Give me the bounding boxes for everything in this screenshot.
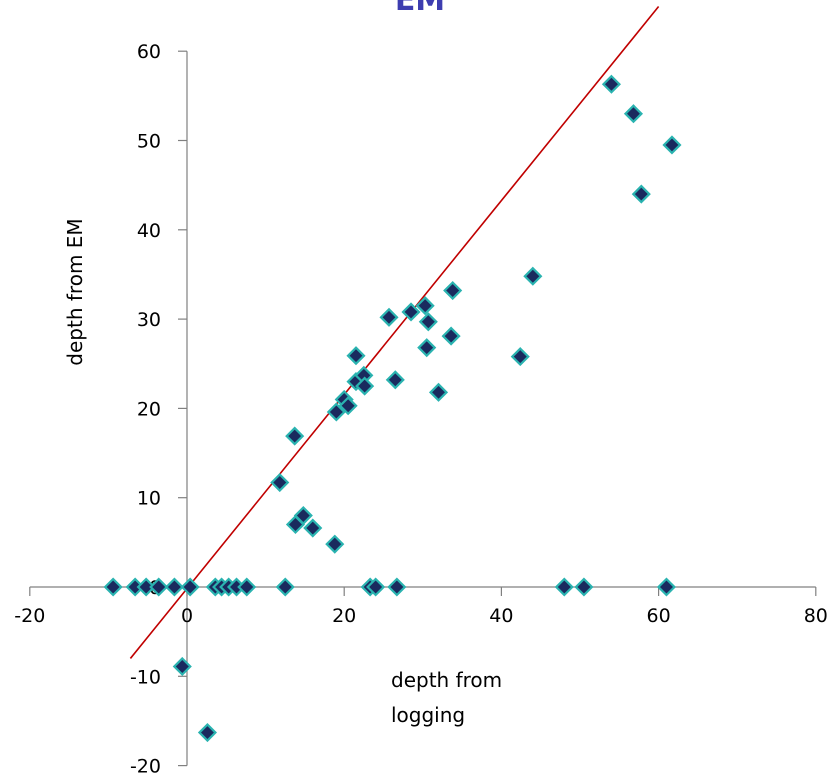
data-point bbox=[285, 426, 305, 446]
data-point bbox=[180, 577, 200, 597]
data-point bbox=[197, 723, 217, 743]
x-tick-label: 80 bbox=[804, 605, 828, 627]
chart-title: EM bbox=[395, 0, 445, 18]
data-point bbox=[149, 577, 169, 597]
data-point bbox=[338, 396, 358, 416]
data-point bbox=[510, 347, 530, 367]
data-point bbox=[325, 534, 345, 554]
data-point bbox=[285, 514, 306, 535]
data-point bbox=[270, 472, 290, 493]
data-point bbox=[355, 376, 375, 396]
y-tick-label: 60 bbox=[137, 41, 161, 63]
data-point bbox=[103, 577, 123, 597]
data-point bbox=[554, 577, 574, 597]
data-point bbox=[172, 656, 192, 677]
data-point bbox=[326, 402, 346, 422]
data-point bbox=[275, 577, 295, 597]
y-tick-label: -10 bbox=[130, 666, 161, 688]
data-point bbox=[441, 326, 461, 346]
data-point bbox=[387, 577, 407, 597]
data-point bbox=[415, 296, 435, 316]
data-point bbox=[523, 266, 543, 286]
data-point bbox=[136, 577, 156, 597]
x-tick-label: -20 bbox=[14, 605, 45, 627]
data-point bbox=[574, 577, 594, 597]
data-point bbox=[164, 577, 184, 597]
data-point bbox=[656, 577, 677, 597]
data-point bbox=[379, 307, 399, 327]
y-axis-title: depth from EM bbox=[63, 218, 87, 365]
data-point bbox=[401, 302, 421, 322]
data-point bbox=[443, 280, 463, 301]
x-axis-title-line-2: logging bbox=[391, 703, 465, 727]
data-point bbox=[303, 518, 323, 538]
y-tick-label: 20 bbox=[137, 398, 161, 420]
trend-line bbox=[129, 6, 660, 659]
y-tick-label: 10 bbox=[137, 488, 161, 510]
x-tick-label: 20 bbox=[332, 605, 356, 627]
data-point bbox=[366, 577, 386, 597]
data-point bbox=[418, 312, 438, 332]
y-tick-label: 30 bbox=[137, 309, 161, 331]
x-tick-label: 60 bbox=[647, 605, 671, 627]
x-axis-title-line-1: depth from bbox=[391, 668, 502, 692]
data-point bbox=[631, 184, 651, 204]
data-point bbox=[623, 104, 644, 124]
x-tick-label: 40 bbox=[489, 605, 513, 627]
x-tick-label: 0 bbox=[181, 605, 193, 627]
data-points bbox=[103, 74, 682, 743]
data-point bbox=[346, 346, 366, 366]
y-axis: -20-100102030405060 bbox=[130, 41, 188, 775]
y-tick-label: 40 bbox=[137, 220, 161, 242]
trend-line-group bbox=[129, 6, 660, 659]
data-point bbox=[662, 135, 682, 155]
y-tick-label: -20 bbox=[130, 756, 161, 775]
data-point bbox=[417, 338, 437, 358]
data-point bbox=[601, 74, 621, 94]
data-point bbox=[237, 577, 257, 597]
data-point bbox=[385, 370, 405, 390]
y-tick-label: 50 bbox=[137, 131, 161, 153]
data-point bbox=[428, 382, 449, 402]
